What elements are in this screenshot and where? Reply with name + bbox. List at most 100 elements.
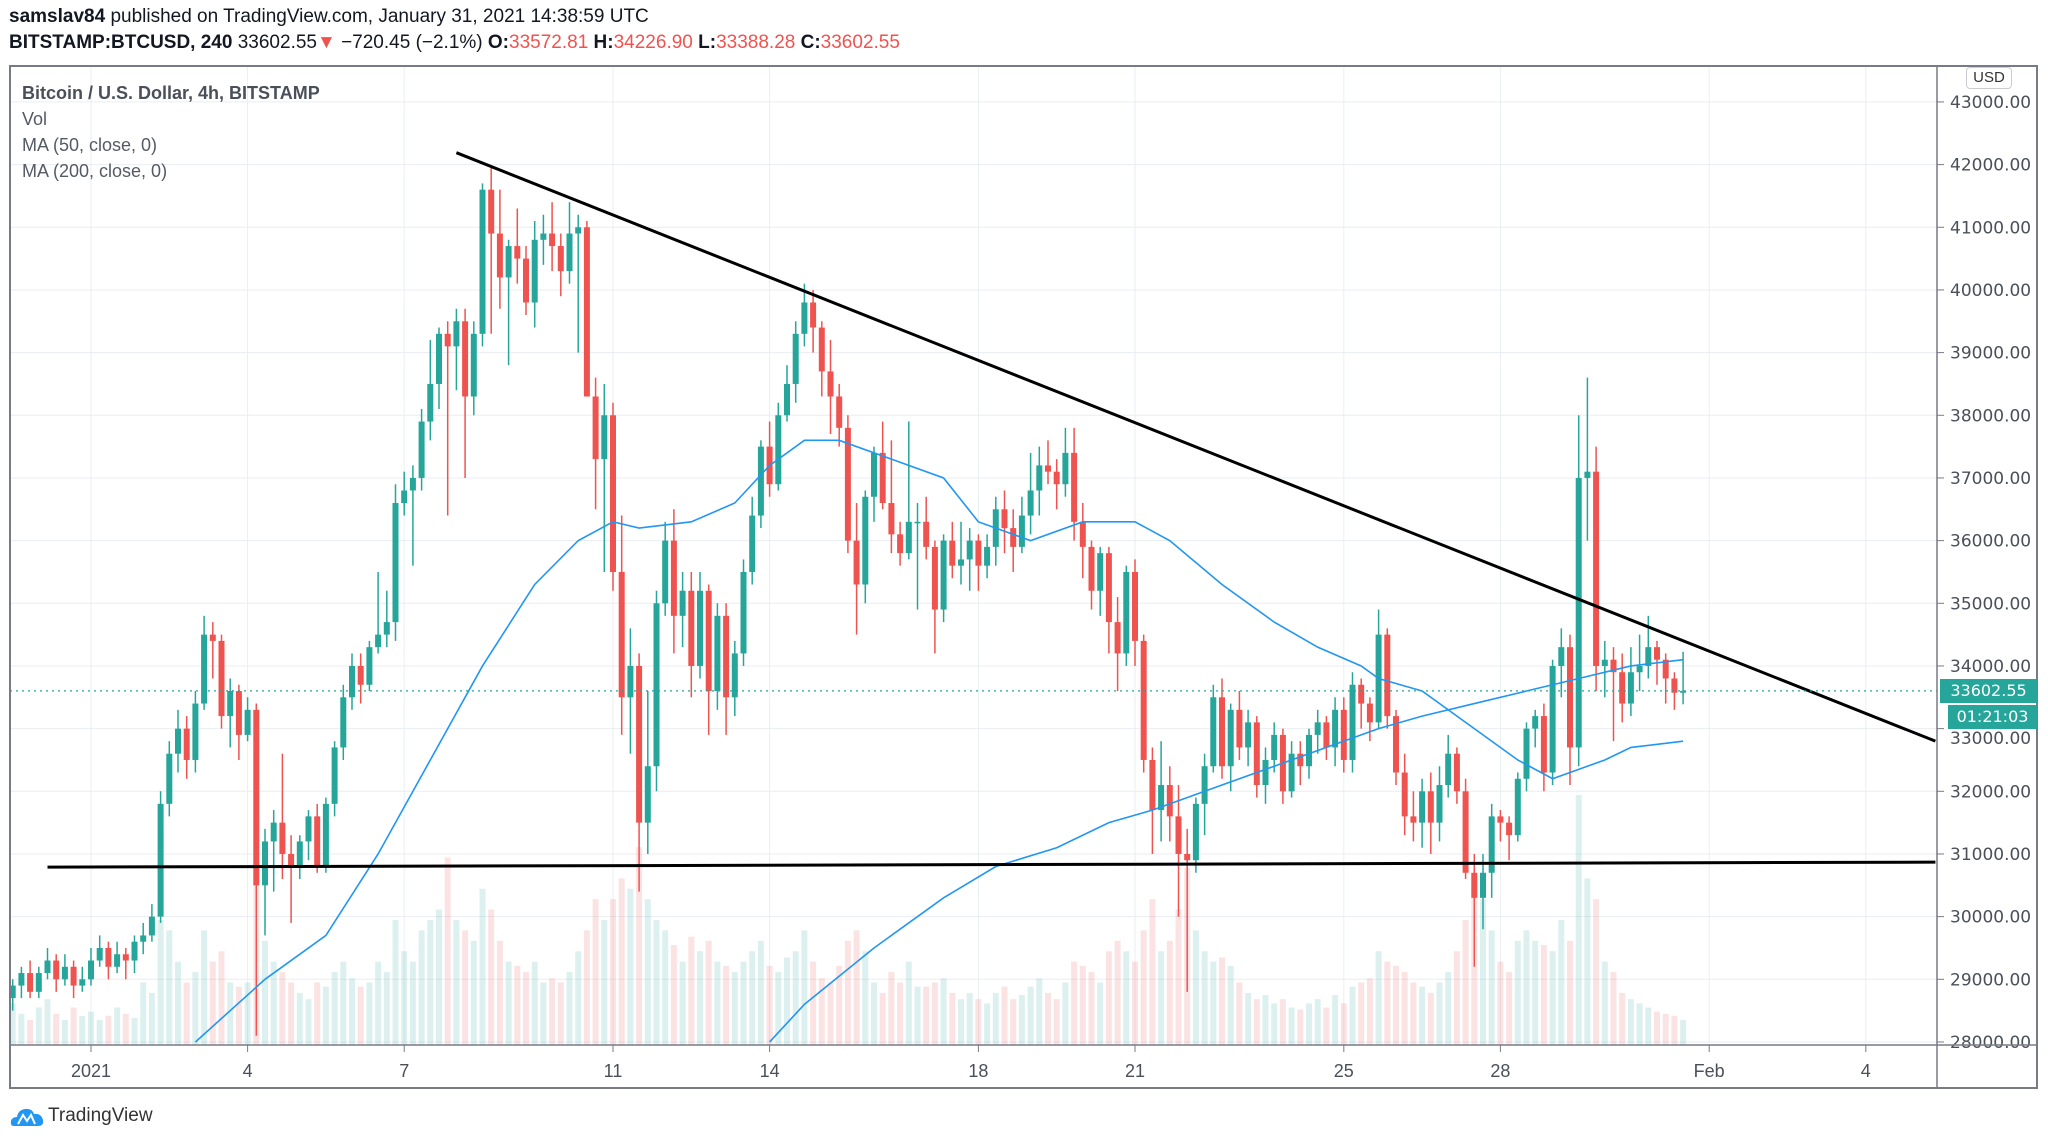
- legend-title[interactable]: Bitcoin / U.S. Dollar, 4h, BITSTAMP: [22, 83, 320, 103]
- candle-body: [418, 421, 425, 478]
- candle-body: [262, 841, 268, 886]
- candle-body: [688, 590, 695, 666]
- volume-bar: [462, 930, 469, 1045]
- volume-bar: [131, 1017, 138, 1045]
- candle-body: [1053, 471, 1060, 485]
- ma200-line: [769, 658, 1684, 1043]
- symbol: BITSTAMP:BTCUSD, 240: [9, 32, 233, 53]
- candle-down: [488, 167, 495, 334]
- candle-up: [697, 571, 703, 679]
- candle-up: [1514, 772, 1521, 842]
- candle-body: [1410, 816, 1417, 823]
- volume-bar: [1018, 995, 1025, 1045]
- volume-bar: [549, 978, 556, 1045]
- candle-body: [679, 590, 686, 616]
- candle-up: [227, 678, 234, 748]
- candle-body: [1445, 753, 1452, 786]
- candle-up: [505, 239, 512, 366]
- volume-bar: [175, 961, 181, 1045]
- candle-body: [801, 302, 808, 334]
- candle-body: [279, 822, 286, 854]
- currency-button[interactable]: USD: [1966, 67, 2012, 89]
- legend-ma200[interactable]: MA (200, close, 0): [22, 161, 168, 181]
- candle-up: [383, 590, 390, 648]
- volume-bar: [61, 1020, 68, 1045]
- candle-body: [244, 709, 251, 735]
- candle-up: [1627, 647, 1634, 717]
- candle-body: [79, 979, 86, 986]
- candle-down: [975, 534, 982, 591]
- volume-bar: [401, 951, 408, 1045]
- volume-bar: [1567, 940, 1573, 1045]
- volume-bar: [1358, 982, 1365, 1045]
- candle-body: [1645, 647, 1652, 666]
- candle-up: [1680, 651, 1687, 705]
- author[interactable]: samslav84: [9, 6, 106, 27]
- volume-bar: [1584, 878, 1591, 1045]
- candle-up: [862, 490, 869, 604]
- volume-bar: [1045, 992, 1051, 1045]
- candle-body: [1532, 716, 1539, 729]
- candle-body: [549, 233, 556, 247]
- low-value: 33388.28: [716, 32, 796, 53]
- candle-body: [1497, 816, 1504, 823]
- candle-up: [757, 440, 764, 529]
- candle-down: [1567, 634, 1573, 786]
- candle-body: [1149, 759, 1156, 811]
- volume-bar: [1514, 940, 1521, 1045]
- candle-body: [923, 521, 930, 547]
- candle-body: [697, 590, 703, 666]
- tradingview-logo[interactable]: TradingView: [10, 1104, 153, 1128]
- volume-bar: [827, 982, 834, 1045]
- candle-up: [18, 966, 25, 999]
- candle-down: [836, 383, 843, 447]
- high-label: H:: [593, 32, 614, 53]
- volume-bar: [453, 920, 460, 1045]
- volume-bar: [244, 982, 251, 1045]
- candle-down: [1358, 678, 1365, 729]
- volume-bar: [740, 961, 747, 1045]
- candle-body: [470, 333, 477, 397]
- candle-body: [209, 634, 216, 641]
- candle-body: [871, 452, 877, 497]
- candle-down: [1506, 816, 1513, 861]
- volume-bar: [592, 899, 599, 1045]
- volume-bar: [1645, 1007, 1652, 1045]
- candle-body: [792, 333, 799, 384]
- price-tick-label: 41000.00: [1950, 218, 2031, 238]
- candle-up: [958, 521, 964, 585]
- candle-body: [235, 691, 242, 735]
- candle-down: [1079, 503, 1086, 579]
- time-tick-label: 4: [1861, 1061, 1871, 1081]
- volume-bar: [610, 899, 616, 1045]
- legend-ma50[interactable]: MA (50, close, 0): [22, 135, 158, 155]
- volume-bar: [1192, 930, 1199, 1045]
- time-tick-label: 11: [604, 1061, 623, 1081]
- volume-bar: [679, 961, 686, 1045]
- volume-bar: [1549, 951, 1556, 1045]
- volume-bar: [1297, 1009, 1304, 1045]
- high-value: 34226.90: [613, 32, 693, 53]
- candle-body: [1323, 722, 1330, 748]
- candle-up: [262, 828, 268, 936]
- volume-bar: [636, 847, 643, 1045]
- candle-body: [1558, 647, 1565, 666]
- volume-bar: [1132, 961, 1138, 1045]
- volume-bar: [1540, 945, 1547, 1045]
- candle-body: [44, 960, 51, 974]
- candle-up: [531, 221, 538, 328]
- candle-down: [1384, 628, 1391, 729]
- volume-bar: [288, 982, 295, 1045]
- candle-up: [1488, 803, 1495, 898]
- candle-body: [879, 452, 886, 504]
- volume-bar: [418, 930, 425, 1045]
- volume-bar: [1088, 972, 1095, 1045]
- candle-down: [1497, 810, 1504, 842]
- candle-body: [601, 415, 608, 460]
- candle-up: [1158, 741, 1165, 842]
- legend-vol[interactable]: Vol: [22, 109, 48, 129]
- volume-bar: [853, 930, 860, 1045]
- time-tick-label: 4: [243, 1061, 253, 1081]
- candle-up: [401, 471, 408, 516]
